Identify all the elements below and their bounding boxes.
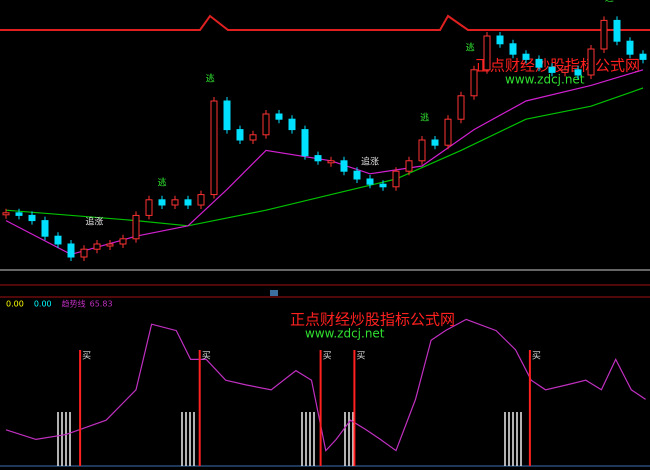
candle bbox=[392, 170, 400, 188]
buy-label: 买 bbox=[202, 351, 211, 362]
candle bbox=[158, 199, 166, 206]
candle bbox=[288, 118, 296, 131]
candle bbox=[41, 220, 49, 237]
candle bbox=[483, 35, 491, 71]
candle bbox=[15, 212, 23, 216]
watermark-url: www.zdcj.net bbox=[505, 73, 585, 87]
candle bbox=[626, 40, 634, 55]
candle bbox=[275, 113, 283, 120]
candle bbox=[600, 19, 608, 50]
candle bbox=[327, 160, 335, 164]
annotation: 逃 bbox=[157, 177, 166, 189]
tab-icon bbox=[270, 290, 278, 296]
watermark-url: www.zdcj.net bbox=[305, 327, 385, 341]
candle bbox=[366, 178, 374, 185]
candle bbox=[470, 69, 478, 97]
candle bbox=[93, 243, 101, 250]
candle bbox=[405, 160, 413, 172]
candle bbox=[574, 69, 582, 76]
indicator-value: 0.00 bbox=[6, 300, 24, 309]
annotation: 追涨 bbox=[361, 156, 379, 168]
watermark-title: 正点财经炒股指标公式网 bbox=[475, 57, 640, 75]
candle bbox=[249, 134, 257, 141]
annotation: 逃 bbox=[466, 41, 475, 53]
candle bbox=[54, 235, 62, 245]
candle bbox=[613, 19, 621, 42]
candle bbox=[171, 199, 179, 206]
trend-line bbox=[5, 318, 646, 452]
annotation: 逃 bbox=[420, 112, 429, 124]
indicator-value: 0.00 bbox=[34, 300, 52, 309]
candle bbox=[353, 170, 361, 180]
annotation: 逃 bbox=[206, 73, 215, 85]
candle bbox=[28, 214, 36, 222]
candle bbox=[236, 129, 244, 141]
buy-label: 买 bbox=[356, 351, 365, 362]
candle bbox=[80, 248, 88, 258]
candle bbox=[119, 238, 127, 245]
candle bbox=[418, 139, 426, 162]
candle bbox=[561, 69, 569, 73]
watermark-title: 正点财经炒股指标公式网 bbox=[290, 311, 455, 329]
candle bbox=[496, 35, 504, 45]
candle bbox=[223, 100, 231, 131]
candle bbox=[457, 95, 465, 120]
candle bbox=[67, 243, 75, 258]
candle bbox=[509, 43, 517, 55]
annotation: 逃 bbox=[605, 0, 614, 4]
candle bbox=[548, 66, 556, 73]
candle bbox=[197, 194, 205, 206]
buy-label: 买 bbox=[82, 351, 91, 362]
candle bbox=[535, 58, 543, 68]
candle bbox=[106, 243, 114, 247]
candle bbox=[262, 113, 270, 136]
candle bbox=[522, 53, 530, 60]
annotation: 追涨 bbox=[85, 216, 103, 228]
candle bbox=[2, 212, 10, 216]
candle bbox=[184, 199, 192, 206]
buy-label: 买 bbox=[323, 351, 332, 362]
candle bbox=[145, 199, 153, 216]
candle bbox=[431, 139, 439, 146]
moving-average bbox=[5, 87, 644, 227]
candle bbox=[132, 214, 140, 240]
legend-value: 65.83 bbox=[90, 300, 113, 309]
candle bbox=[340, 160, 348, 172]
candle bbox=[639, 53, 647, 60]
candle bbox=[314, 155, 322, 162]
candle bbox=[587, 48, 595, 76]
top-limit-line bbox=[0, 14, 650, 31]
candle bbox=[444, 118, 452, 146]
buy-label: 买 bbox=[532, 351, 541, 362]
candle bbox=[301, 129, 309, 157]
candle bbox=[379, 183, 387, 188]
candle bbox=[210, 100, 218, 196]
legend-name: 趋势线 bbox=[62, 299, 86, 309]
